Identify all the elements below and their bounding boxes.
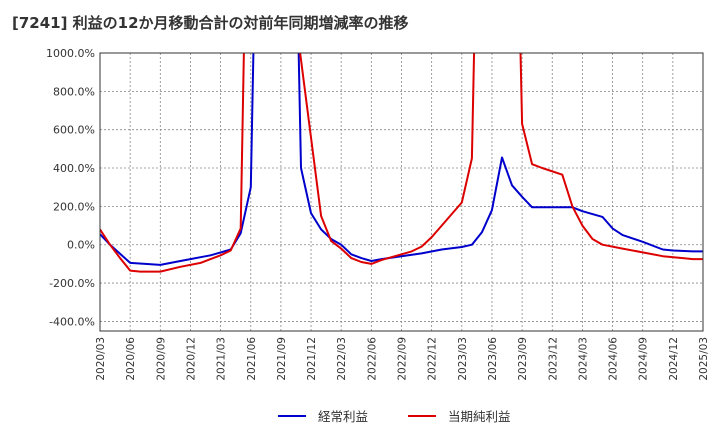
x-tick-label: 2021/12 — [306, 337, 318, 381]
legend: 経常利益 当期純利益 — [278, 409, 511, 424]
x-axis-ticks: 2020/03 2020/06 2020/09 2020/12 2021/03 2021/… — [95, 337, 710, 381]
y-tick-label: 200.0% — [53, 200, 95, 213]
legend-label: 当期純利益 — [448, 409, 511, 424]
x-tick-label: 2020/03 — [95, 337, 107, 381]
x-tick-label: 2020/09 — [155, 337, 167, 381]
series-line-net-income — [100, 53, 703, 273]
series-layer — [100, 53, 703, 273]
x-tick-label: 2025/03 — [698, 337, 710, 381]
x-tick-label: 2022/06 — [366, 337, 378, 381]
y-axis-ticks: -400.0% -200.0% 0.0% 200.0% 400.0% 600.0% 800.… — [46, 47, 95, 328]
x-tick-label: 2023/03 — [457, 337, 469, 381]
x-tick-label: 2024/06 — [608, 337, 620, 381]
x-tick-label: 2021/09 — [276, 337, 288, 381]
y-tick-label: 0.0% — [67, 239, 95, 252]
grid-lines — [100, 52, 703, 331]
x-tick-label: 2024/09 — [638, 337, 650, 381]
y-tick-label: -400.0% — [49, 315, 95, 328]
x-tick-label: 2020/06 — [125, 337, 137, 381]
legend-label: 経常利益 — [318, 409, 368, 424]
y-tick-label: 1000.0% — [46, 47, 95, 60]
x-tick-label: 2021/03 — [216, 337, 228, 381]
chart-title: [7241] 利益の12か月移動合計の対前年同期増減率の推移 — [12, 14, 409, 32]
y-tick-label: 400.0% — [53, 162, 95, 175]
x-tick-label: 2021/06 — [246, 337, 258, 381]
x-tick-label: 2022/09 — [397, 337, 409, 381]
x-tick-label: 2023/12 — [547, 337, 559, 381]
y-tick-label: 600.0% — [53, 124, 95, 137]
y-tick-label: -200.0% — [49, 277, 95, 290]
x-tick-label: 2023/09 — [517, 337, 529, 381]
x-tick-label: 2022/03 — [336, 337, 348, 381]
x-tick-label: 2020/12 — [185, 337, 197, 381]
plot-frame — [99, 52, 704, 332]
x-tick-label: 2022/12 — [427, 337, 439, 381]
x-tick-label: 2023/06 — [487, 337, 499, 381]
x-tick-label: 2024/12 — [668, 337, 680, 381]
series-line-ordinary-profit — [100, 53, 703, 266]
y-tick-label: 800.0% — [53, 85, 95, 98]
x-tick-label: 2024/03 — [577, 337, 589, 381]
